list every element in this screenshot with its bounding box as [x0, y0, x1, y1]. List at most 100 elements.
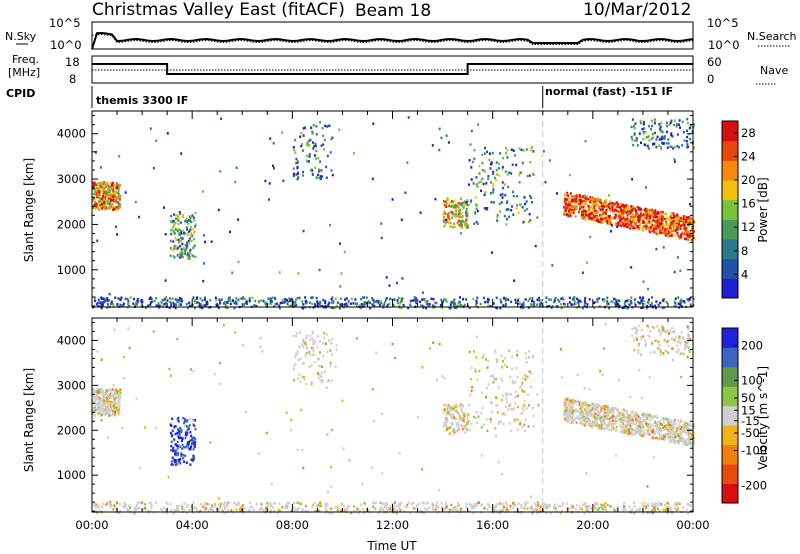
- data-cell: [110, 182, 113, 186]
- data-cell: [450, 407, 453, 410]
- data-cell: [172, 429, 174, 433]
- data-cell: [485, 182, 488, 185]
- data-cell: [678, 423, 681, 427]
- data-cell: [568, 196, 571, 199]
- data-cell: [136, 501, 139, 504]
- data-cell: [590, 198, 592, 202]
- data-cell: [102, 189, 105, 193]
- data-cell: [626, 420, 629, 423]
- data-cell: [445, 202, 448, 205]
- data-cell: [520, 148, 523, 152]
- data-cell: [178, 228, 181, 232]
- data-cell: [545, 511, 547, 515]
- data-cell: [486, 366, 489, 369]
- data-cell: [652, 219, 655, 222]
- data-cell: [505, 201, 508, 205]
- data-cell: [597, 403, 600, 406]
- data-cell: [178, 240, 180, 244]
- data-cell: [168, 297, 171, 300]
- data-cell: [601, 217, 603, 221]
- data-cell: [98, 193, 101, 197]
- data-cell: [164, 279, 167, 282]
- data-cell: [102, 192, 105, 196]
- data-cell: [230, 509, 233, 512]
- data-cell: [646, 324, 649, 328]
- data-cell: [633, 139, 636, 142]
- data-cell: [624, 224, 627, 228]
- data-cell: [656, 503, 659, 507]
- data-cell: [677, 234, 680, 238]
- data-cell: [458, 416, 461, 419]
- data-cell: [244, 297, 246, 301]
- data-cell: [92, 197, 95, 200]
- data-cell: [592, 416, 595, 419]
- data-cell: [498, 422, 501, 425]
- data-cell: [693, 146, 695, 149]
- data-cell: [174, 432, 177, 436]
- data-cell: [319, 304, 322, 307]
- data-cell: [237, 503, 240, 507]
- data-cell: [525, 361, 528, 364]
- cpid-segment-1: themis 3300 IF: [96, 94, 188, 107]
- data-cell: [643, 225, 646, 228]
- data-cell: [648, 209, 651, 212]
- data-cell: [100, 409, 103, 412]
- data-cell: [565, 193, 568, 196]
- data-cell: [193, 244, 196, 247]
- data-cell: [476, 209, 479, 213]
- data-cell: [440, 298, 443, 302]
- data-cell: [587, 209, 590, 212]
- data-cell: [564, 200, 567, 203]
- data-cell: [578, 199, 581, 202]
- data-cell: [615, 407, 618, 410]
- data-cell: [475, 299, 478, 303]
- data-cell: [638, 206, 641, 210]
- data-cell: [680, 300, 683, 303]
- data-cell: [481, 356, 484, 359]
- data-cell: [305, 382, 308, 386]
- data-cell: [186, 243, 189, 246]
- data-cell: [185, 246, 188, 249]
- data-cell: [166, 502, 169, 506]
- data-cell: [642, 221, 645, 224]
- data-cell: [514, 298, 517, 302]
- data-cell: [648, 139, 651, 142]
- data-cell: [689, 430, 691, 433]
- data-cell: [664, 433, 667, 436]
- data-cell: [492, 170, 495, 174]
- data-cell: [542, 509, 545, 512]
- data-cell: [517, 297, 520, 301]
- data-cell: [369, 301, 371, 305]
- data-cell: [321, 379, 324, 382]
- data-cell: [526, 174, 529, 178]
- data-cell: [679, 427, 682, 430]
- data-cell: [635, 427, 638, 430]
- data-cell: [496, 213, 499, 217]
- data-cell: [134, 506, 137, 509]
- data-cell: [584, 301, 587, 305]
- data-cell: [666, 223, 669, 227]
- data-cell: [530, 196, 533, 200]
- data-cell: [100, 297, 103, 300]
- data-cell: [595, 215, 598, 219]
- data-cell: [658, 420, 661, 424]
- data-cell: [459, 203, 462, 206]
- data-cell: [583, 415, 586, 419]
- data-cell: [579, 417, 582, 421]
- data-cell: [179, 445, 182, 448]
- data-cell: [166, 132, 169, 135]
- data-cell: [439, 304, 442, 307]
- data-cell: [359, 304, 362, 307]
- data-cell: [309, 301, 311, 305]
- data-cell: [306, 144, 309, 147]
- data-cell: [569, 212, 572, 215]
- data-cell: [278, 510, 281, 513]
- data-cell: [367, 301, 370, 305]
- data-cell: [633, 207, 636, 210]
- data-cell: [586, 210, 589, 213]
- data-cell: [380, 236, 383, 240]
- data-cell: [269, 298, 272, 301]
- data-cell: [583, 196, 586, 200]
- data-cell: [223, 511, 226, 515]
- data-cell: [654, 223, 657, 227]
